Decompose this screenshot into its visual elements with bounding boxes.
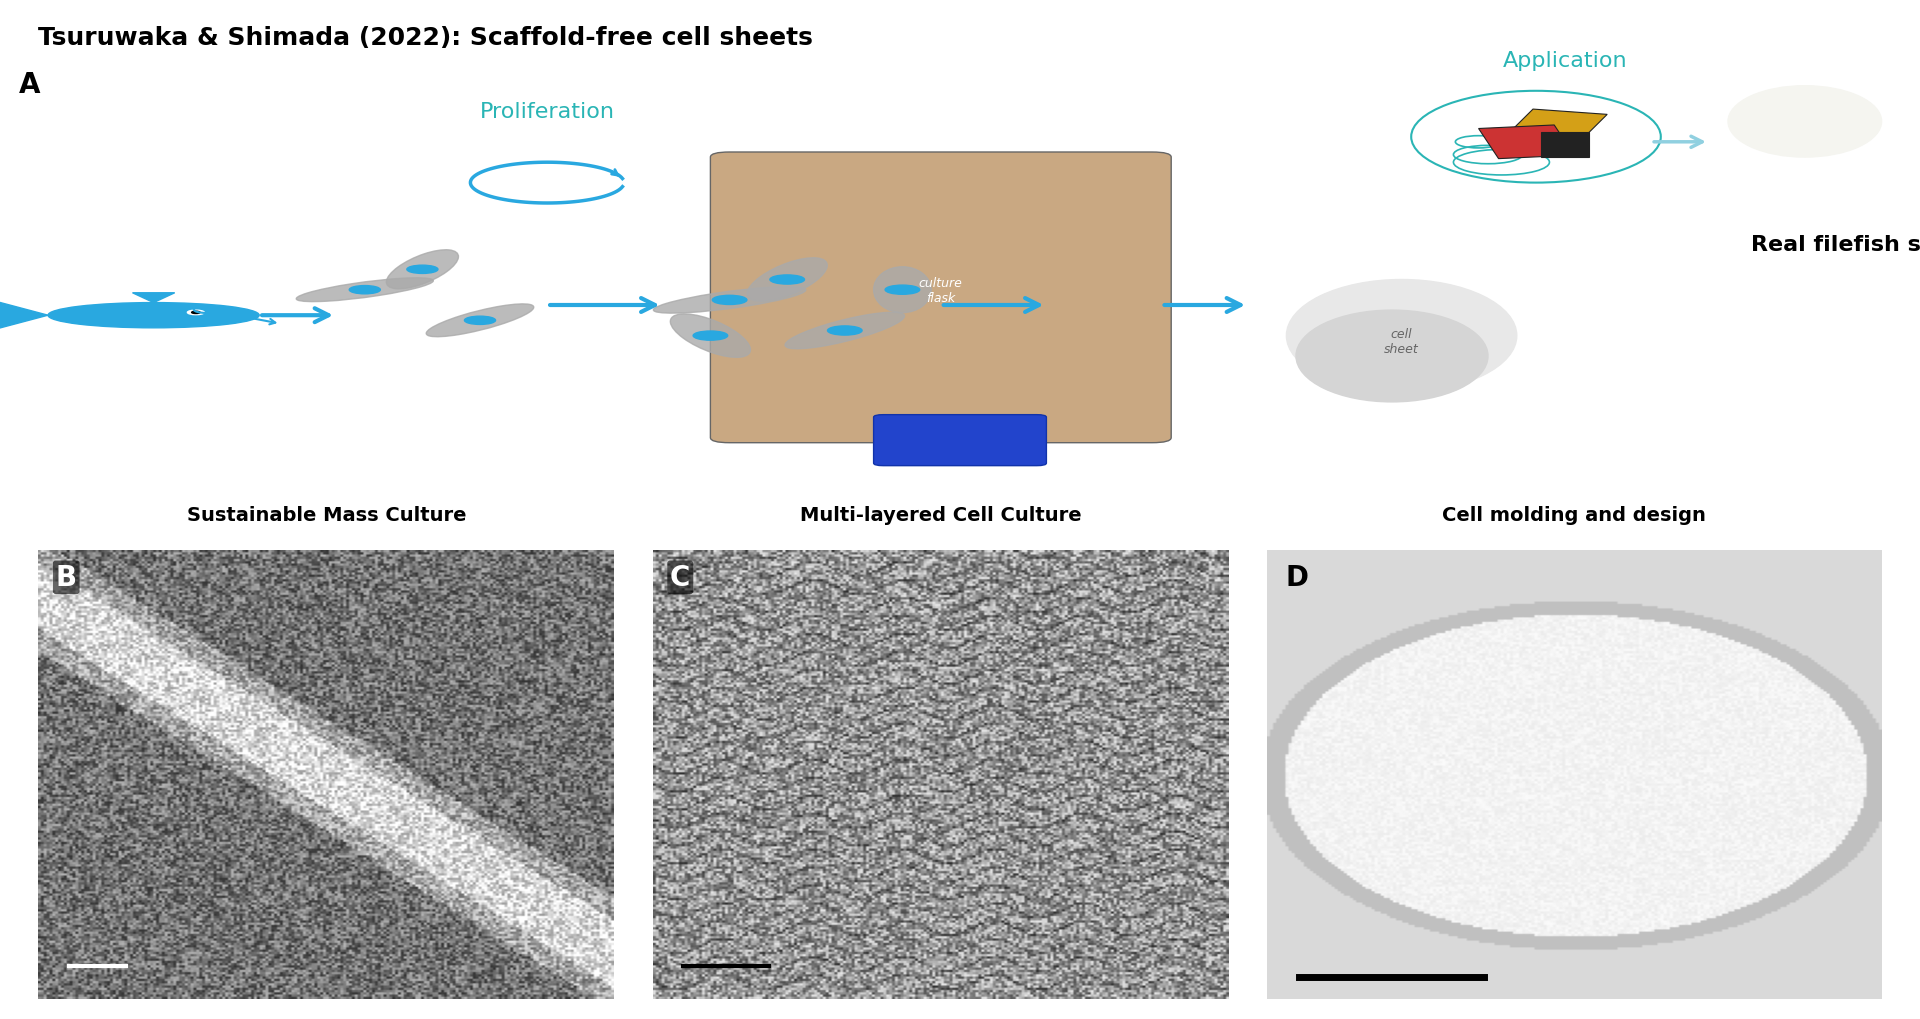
FancyBboxPatch shape xyxy=(874,416,1046,467)
Ellipse shape xyxy=(296,278,434,303)
Ellipse shape xyxy=(1286,280,1517,392)
Text: Application: Application xyxy=(1503,51,1626,71)
Text: culture
flask: culture flask xyxy=(920,276,962,305)
FancyBboxPatch shape xyxy=(710,153,1171,443)
Ellipse shape xyxy=(1296,311,1488,403)
Circle shape xyxy=(770,275,804,284)
Circle shape xyxy=(349,286,380,294)
Circle shape xyxy=(712,296,747,306)
Circle shape xyxy=(465,317,495,325)
Text: C: C xyxy=(670,564,691,592)
Text: Multi-layered Cell Culture: Multi-layered Cell Culture xyxy=(801,505,1081,525)
Text: A: A xyxy=(19,71,40,99)
Circle shape xyxy=(192,312,200,314)
Ellipse shape xyxy=(386,251,459,289)
Text: Real filefish sushi: Real filefish sushi xyxy=(1751,234,1920,255)
Text: Sustainable Mass Culture: Sustainable Mass Culture xyxy=(186,505,467,525)
Text: cell
sheet: cell sheet xyxy=(1384,327,1419,356)
Polygon shape xyxy=(0,302,48,330)
Text: Tsuruwaka & Shimada (2022): Scaffold-free cell sheets: Tsuruwaka & Shimada (2022): Scaffold-fre… xyxy=(38,25,814,50)
Ellipse shape xyxy=(670,315,751,358)
Ellipse shape xyxy=(874,267,931,314)
Text: B: B xyxy=(56,564,77,592)
Ellipse shape xyxy=(747,259,828,302)
Circle shape xyxy=(693,332,728,340)
Polygon shape xyxy=(1503,110,1607,145)
Polygon shape xyxy=(132,293,175,304)
Ellipse shape xyxy=(785,313,904,350)
Circle shape xyxy=(407,266,438,274)
Circle shape xyxy=(828,326,862,336)
Ellipse shape xyxy=(653,287,806,314)
Circle shape xyxy=(885,285,920,296)
Circle shape xyxy=(188,311,204,315)
Text: D: D xyxy=(1286,564,1309,592)
Text: Proliferation: Proliferation xyxy=(480,102,614,122)
Text: Cell molding and design: Cell molding and design xyxy=(1442,505,1707,525)
Polygon shape xyxy=(1478,125,1574,160)
Polygon shape xyxy=(1540,132,1588,158)
Ellipse shape xyxy=(48,304,259,328)
Ellipse shape xyxy=(426,305,534,337)
Ellipse shape xyxy=(1728,87,1882,158)
